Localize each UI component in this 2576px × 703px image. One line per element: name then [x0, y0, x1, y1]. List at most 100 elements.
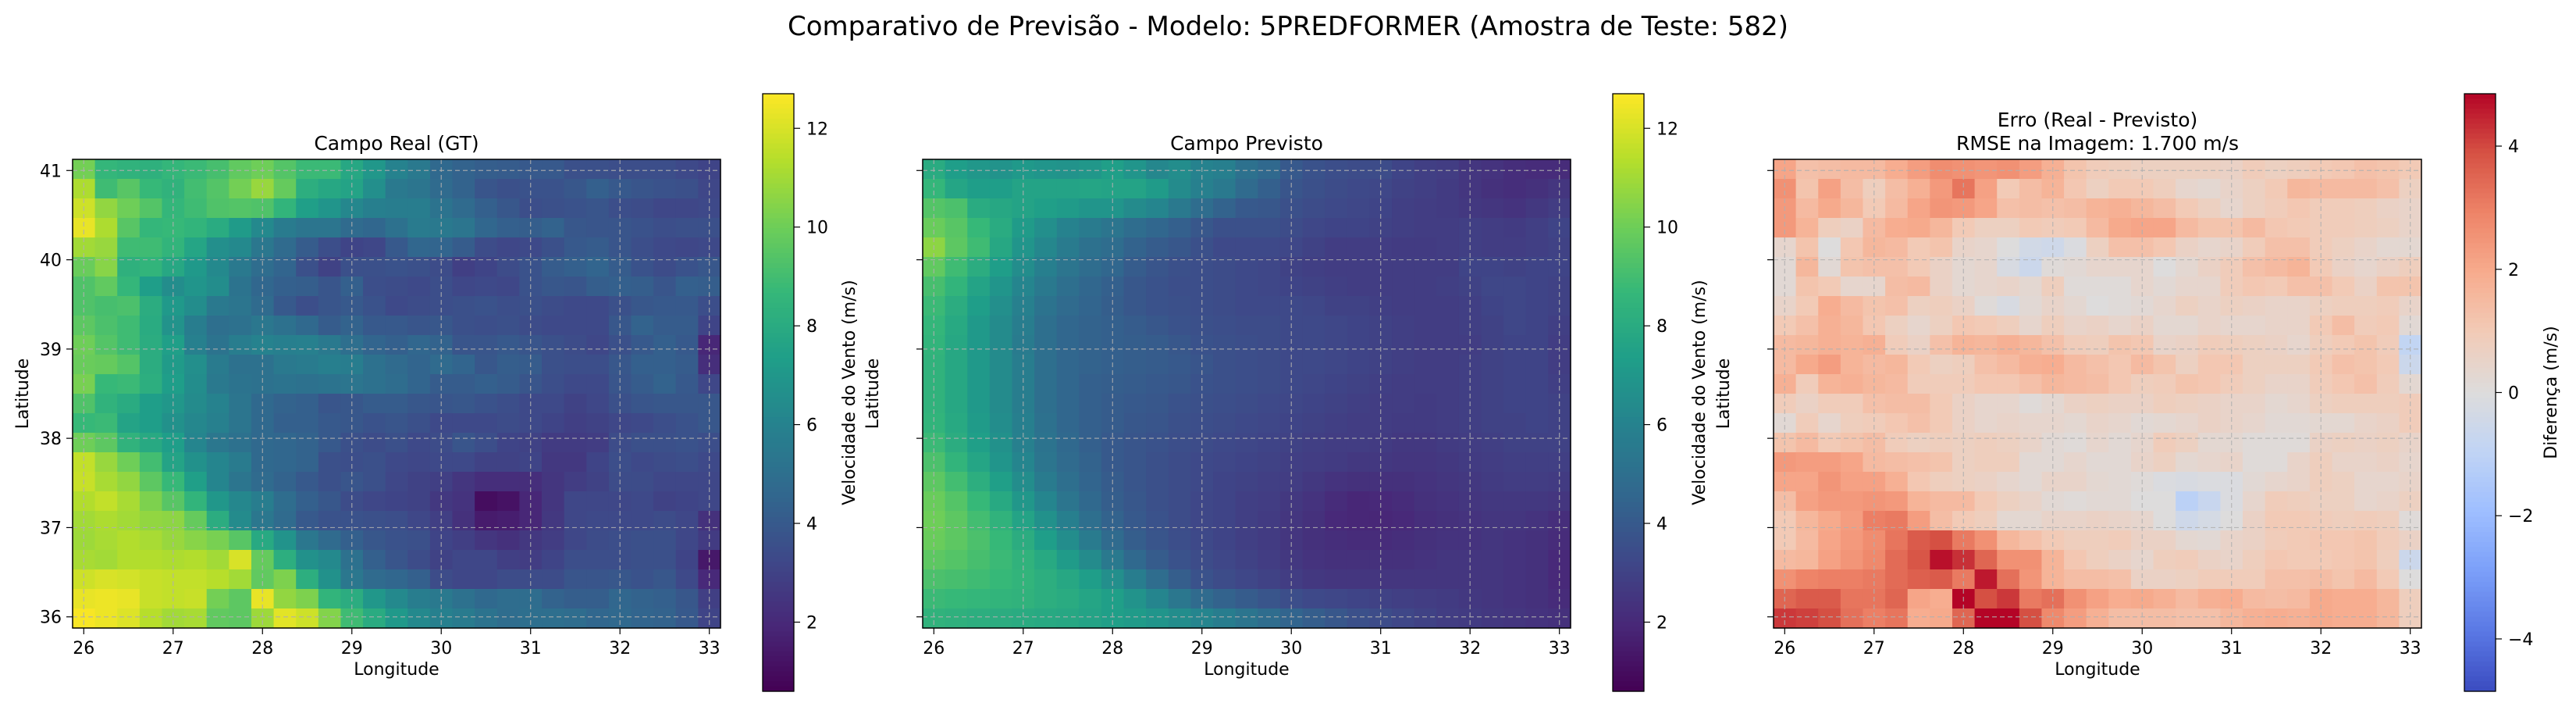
heatmap-cell: [1235, 316, 1258, 336]
heatmap-cell: [1952, 452, 1976, 473]
colorbar-segment: [2464, 342, 2496, 348]
colorbar-segment: [1613, 656, 1644, 662]
heatmap-cell: [1907, 589, 1930, 609]
heatmap-cell: [1481, 452, 1504, 473]
colorbar-segment: [1613, 541, 1644, 548]
heatmap-cell: [2197, 159, 2222, 180]
heatmap-cell: [318, 511, 342, 531]
heatmap-cell: [1525, 550, 1549, 570]
heatmap-cell: [1818, 472, 1841, 492]
colorbar-segment: [1613, 472, 1644, 478]
heatmap-cell: [273, 237, 297, 258]
heatmap-cell: [1907, 296, 1930, 316]
colorbar-segment: [1613, 447, 1644, 453]
heatmap-cell: [1840, 550, 1864, 570]
heatmap-cell: [1123, 277, 1147, 297]
colorbar-segment: [2464, 462, 2496, 468]
heatmap-cell: [1213, 608, 1236, 629]
heatmap-cell: [117, 237, 141, 258]
colorbar-segment: [1613, 407, 1644, 413]
heatmap-cell: [1458, 257, 1482, 277]
heatmap-cell: [139, 218, 163, 238]
heatmap-cell: [1302, 316, 1325, 336]
colorbar-segment: [2464, 532, 2496, 537]
heatmap-cell: [1818, 452, 1841, 473]
heatmap-cell: [2243, 394, 2266, 414]
heatmap-cell: [2130, 179, 2154, 199]
heatmap-cell: [1525, 413, 1549, 434]
heatmap-cell: [1123, 316, 1147, 336]
colorbar-segment: [2464, 476, 2496, 483]
heatmap-cell: [407, 296, 431, 316]
heatmap-cell: [1190, 569, 1214, 590]
heatmap-cell: [1235, 589, 1258, 609]
heatmap-cell: [1146, 237, 1169, 258]
heatmap-cell: [206, 550, 229, 570]
heatmap-cell: [2153, 277, 2176, 297]
heatmap-cell: [452, 198, 475, 219]
heatmap-cell: [1012, 530, 1035, 551]
heatmap-cell: [631, 277, 654, 297]
heatmap-cell: [2220, 608, 2243, 629]
colorbar-segment: [1613, 417, 1644, 423]
heatmap-cell: [519, 374, 543, 394]
heatmap-cell: [698, 608, 721, 629]
heatmap-cell: [564, 198, 587, 219]
colorbar-segment: [763, 158, 794, 164]
heatmap-cell: [1997, 472, 2020, 492]
colorbar-segment: [763, 661, 794, 667]
heatmap-cell: [1302, 355, 1325, 375]
heatmap-cell: [2376, 316, 2400, 336]
heatmap-cell: [2376, 296, 2400, 316]
heatmap-cell: [1974, 472, 1998, 492]
heatmap-cell: [273, 394, 297, 414]
heatmap-cell: [1168, 374, 1192, 394]
heatmap-cell: [1525, 237, 1549, 258]
heatmap-cell: [385, 452, 408, 473]
heatmap-cell: [1056, 413, 1080, 434]
heatmap-cell: [407, 608, 431, 629]
heatmap-cell: [1525, 159, 1549, 180]
colorbar-segment: [763, 516, 794, 523]
colorbar-segment: [763, 173, 794, 179]
heatmap-cell: [1548, 218, 1571, 238]
heatmap-cell: [1235, 355, 1258, 375]
heatmap-cell: [1863, 296, 1886, 316]
heatmap-cell: [2019, 452, 2043, 473]
heatmap-cell: [2332, 433, 2355, 453]
heatmap-cell: [117, 433, 141, 453]
heatmap-cell: [1347, 316, 1371, 336]
heatmap-cell: [1302, 218, 1325, 238]
colorbar-segment: [763, 671, 794, 677]
x-axis-label: Longitude: [354, 660, 439, 680]
heatmap-cell: [586, 179, 610, 199]
heatmap-cell: [2064, 569, 2087, 590]
heatmap-cell: [407, 491, 431, 512]
colorbar-segment: [1613, 138, 1644, 145]
panel-title: Campo Previsto: [1170, 132, 1323, 155]
heatmap-cell: [2332, 394, 2355, 414]
x-tick-label: 28: [251, 639, 273, 658]
heatmap-cell: [1012, 374, 1035, 394]
heatmap-cell: [318, 550, 342, 570]
y-tick-label: 41: [40, 162, 62, 181]
heatmap-cell: [1101, 530, 1125, 551]
colorbar-tick-label: 0: [2508, 384, 2519, 404]
heatmap-cell: [2197, 433, 2222, 453]
heatmap-cell: [2243, 589, 2266, 609]
heatmap-cell: [296, 433, 319, 453]
heatmap-cell: [184, 277, 208, 297]
heatmap-cell: [1369, 608, 1393, 629]
heatmap-cell: [2265, 433, 2288, 453]
colorbar-segment: [763, 437, 794, 443]
heatmap-cell: [1325, 316, 1348, 336]
heatmap-cell: [2220, 296, 2243, 316]
heatmap-cell: [2376, 569, 2400, 590]
heatmap-cell: [363, 179, 386, 199]
heatmap-cell: [94, 608, 118, 629]
y-tick-label: 39: [40, 341, 62, 360]
heatmap-cell: [1168, 530, 1192, 551]
heatmap-cell: [2287, 452, 2311, 473]
heatmap-cell: [2197, 491, 2222, 512]
heatmap-cell: [1325, 413, 1348, 434]
